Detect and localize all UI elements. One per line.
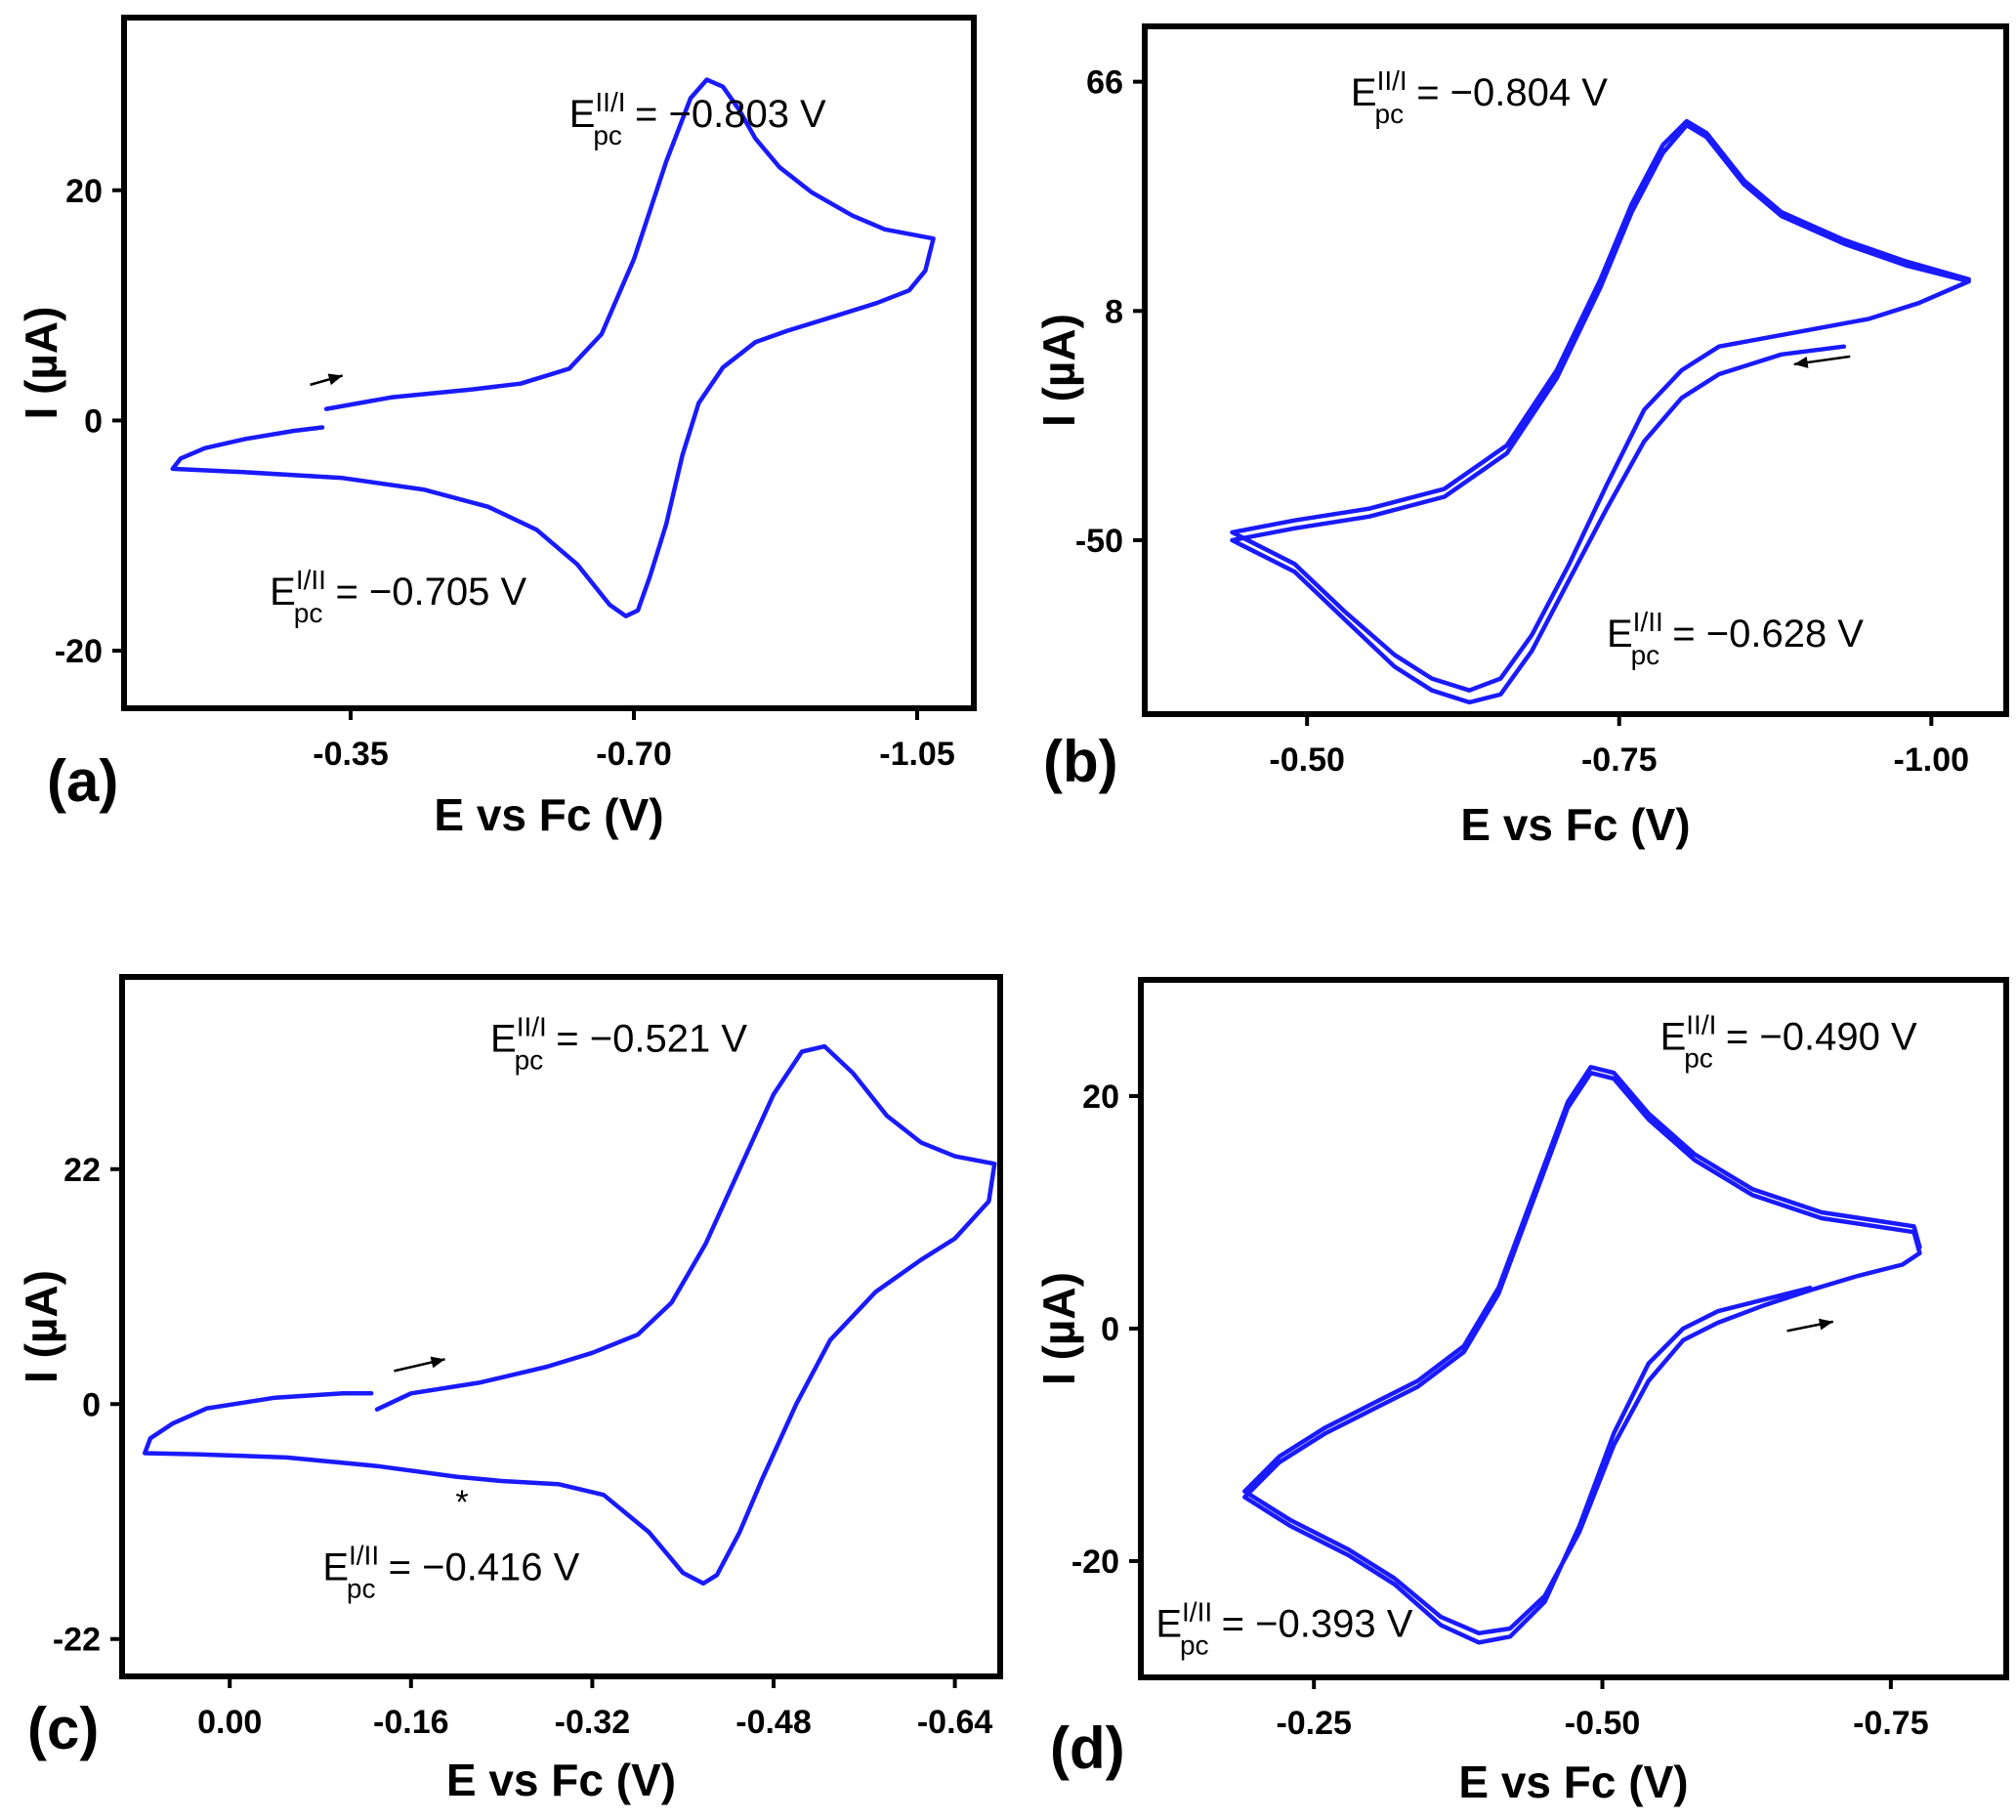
x-tick-label: -0.70 [596, 736, 672, 773]
y-tick-label: -50 [1075, 523, 1123, 560]
panel-b: -0.50 -0.75 -1.00 66 8 -50 E vs Fc (V) I (µA) (b… [1033, 23, 2009, 850]
scan-direction-arrow-icon [1793, 355, 1851, 368]
x-tick-label: -0.50 [1565, 1705, 1641, 1742]
asterisk-marker: * [455, 1484, 468, 1521]
y-tick-label: 20 [1082, 1079, 1119, 1116]
y-tick-label: 66 [1086, 64, 1123, 102]
peak-potential-annotation: EI/II pc = −0.393 V [1155, 1596, 1412, 1660]
y-tick-label: 0 [82, 1386, 101, 1423]
peak-potential-annotation: EI/II pc = −0.705 V [270, 565, 526, 628]
y-tick-label: 20 [65, 173, 103, 210]
panel-label: (b) [1043, 729, 1118, 794]
panel-a: -0.35 -0.70 -1.05 20 0 -20 E vs Fc (V) I (µA) (a… [16, 15, 977, 840]
x-tick-label: -0.48 [735, 1704, 812, 1741]
scan-direction-arrow-icon [310, 373, 344, 387]
peak-potential-annotation: EII/I pc = −0.804 V [1351, 65, 1608, 129]
peak-potential-annotation: EII/I pc = −0.803 V [569, 87, 826, 150]
x-axis-title: E vs Fc (V) [1460, 799, 1690, 850]
plot-frame [1138, 977, 2009, 1680]
x-axis-title: E vs Fc (V) [434, 789, 663, 840]
y-tick-label: 22 [63, 1152, 101, 1189]
peak-potential-annotation: EI/II pc = −0.628 V [1607, 607, 1864, 670]
x-tick-label: -0.32 [555, 1704, 631, 1741]
y-tick-label: 8 [1105, 293, 1123, 330]
cv-trace [1230, 118, 1971, 705]
y-axis-title: I (µA) [16, 307, 66, 420]
plot-frame [121, 15, 977, 711]
scan-direction-arrow-icon [394, 1356, 445, 1373]
cv-trace [1242, 1065, 1922, 1645]
y-tick-label: -22 [53, 1622, 101, 1659]
x-axis-title: E vs Fc (V) [446, 1755, 676, 1805]
x-tick-label: -0.25 [1276, 1705, 1352, 1742]
y-tick-label: 0 [84, 402, 103, 440]
x-axis-title: E vs Fc (V) [1458, 1757, 1688, 1807]
x-tick-label: -1.00 [1894, 741, 1970, 779]
y-tick-label: -20 [1071, 1544, 1119, 1581]
cv-trace [170, 77, 936, 618]
x-tick-label: -1.05 [879, 736, 955, 773]
panel-label: (d) [1050, 1715, 1125, 1781]
panel-d: -0.25 -0.50 -0.75 20 0 -20 E vs Fc (V) I (µA) (d… [1033, 977, 2009, 1807]
x-tick-label: -0.16 [373, 1704, 449, 1741]
x-tick-label: -0.75 [1853, 1705, 1929, 1742]
panel-label: (c) [27, 1696, 99, 1761]
y-tick-label: 0 [1101, 1311, 1119, 1348]
y-axis-title: I (µA) [16, 1270, 66, 1383]
plot-frame [1142, 23, 2009, 717]
panel-c: 0.00 -0.16 -0.32 -0.48 -0.64 22 0 -22 E vs Fc (V… [16, 974, 1003, 1805]
peak-potential-annotation: EII/I pc = −0.490 V [1660, 1009, 1917, 1073]
scan-direction-arrow-icon [1786, 1318, 1834, 1333]
x-tick-label: -0.75 [1581, 741, 1658, 779]
cv-trace [142, 1043, 997, 1587]
x-tick-label: 0.00 [197, 1704, 262, 1741]
panel-label: (a) [47, 748, 118, 814]
y-axis-title: I (µA) [1033, 1272, 1084, 1385]
plot-frame [119, 974, 1003, 1679]
x-tick-label: -0.64 [917, 1704, 993, 1741]
x-tick-label: -0.35 [313, 736, 389, 773]
peak-potential-annotation: EII/I pc = −0.521 V [490, 1012, 747, 1076]
y-tick-label: -20 [55, 633, 103, 670]
y-axis-title: I (µA) [1033, 314, 1084, 427]
x-tick-label: -0.50 [1269, 741, 1345, 779]
peak-potential-annotation: EI/II pc = −0.416 V [322, 1541, 579, 1604]
